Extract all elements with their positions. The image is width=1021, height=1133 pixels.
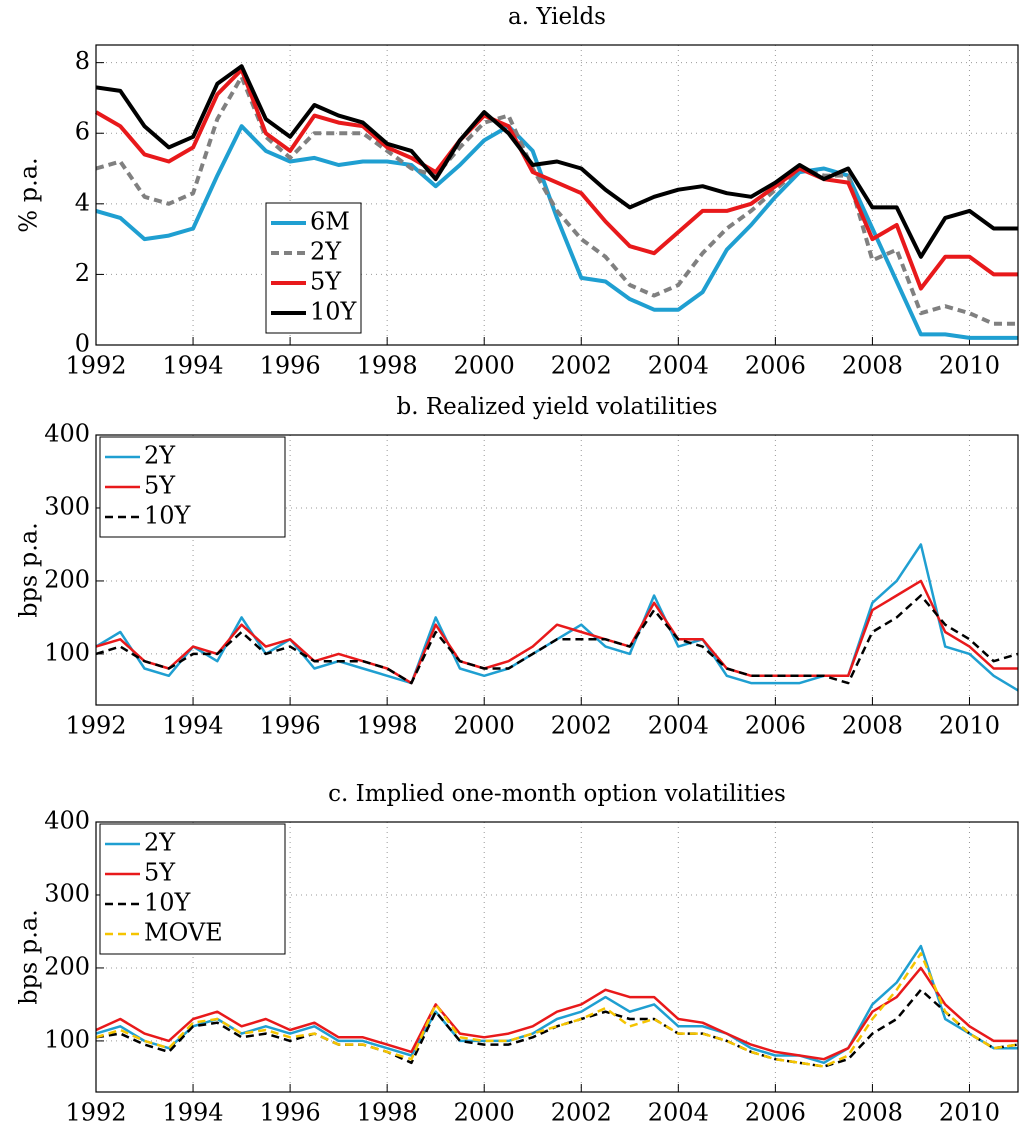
y-tick-label: 2 <box>75 259 90 287</box>
data-line <box>95 966 1018 1061</box>
x-tick-label: 2008 <box>842 712 903 740</box>
x-tick-label: 2004 <box>648 352 709 380</box>
x-tick-label: 2008 <box>842 1099 903 1127</box>
legend-label: MOVE <box>144 919 223 947</box>
x-tick-label: 1994 <box>163 352 224 380</box>
y-axis-label: bps p.a. <box>15 909 43 1005</box>
y-axis-label: bps p.a. <box>15 522 43 618</box>
legend-label: 5Y <box>310 268 342 296</box>
x-tick-label: 2010 <box>939 352 1000 380</box>
y-tick-label: 200 <box>44 565 90 593</box>
x-tick-label: 2002 <box>551 1099 612 1127</box>
x-tick-label: 2006 <box>745 712 806 740</box>
x-tick-label: 2004 <box>648 712 709 740</box>
y-tick-label: 0 <box>75 330 90 358</box>
plot-frame <box>95 434 1019 706</box>
x-tick-label: 1996 <box>260 712 321 740</box>
panel-title: c. Implied one-month option volatilities <box>328 781 786 807</box>
plot-frame <box>95 44 1019 346</box>
x-tick-label: 2010 <box>939 1099 1000 1127</box>
plot-frame <box>95 821 1019 1093</box>
panel-title: b. Realized yield volatilities <box>396 394 717 420</box>
x-tick-label: 1996 <box>260 1099 321 1127</box>
data-line <box>95 944 1018 1065</box>
y-tick-label: 4 <box>75 188 90 216</box>
y-tick-label: 6 <box>75 118 90 146</box>
x-tick-label: 1998 <box>357 1099 418 1127</box>
legend-label: 5Y <box>144 859 176 887</box>
y-tick-label: 400 <box>44 420 90 448</box>
legend-label: 2Y <box>144 829 176 857</box>
x-tick-label: 2002 <box>551 712 612 740</box>
legend-label: 10Y <box>144 502 192 530</box>
legend-label: 10Y <box>310 298 358 326</box>
data-line <box>94 67 1018 291</box>
x-tick-label: 1992 <box>65 1099 126 1127</box>
data-line <box>95 988 1019 1068</box>
x-tick-label: 1996 <box>260 352 321 380</box>
data-line <box>95 579 1018 685</box>
y-tick-label: 100 <box>44 1025 90 1053</box>
legend-label: 6M <box>310 208 350 236</box>
legend-label: 10Y <box>144 889 192 917</box>
x-tick-label: 1994 <box>163 1099 224 1127</box>
x-tick-label: 2006 <box>745 352 806 380</box>
x-tick-label: 2000 <box>454 352 515 380</box>
data-line <box>95 124 1018 340</box>
x-tick-label: 2002 <box>551 352 612 380</box>
legend-label: 2Y <box>310 238 342 266</box>
x-tick-label: 2000 <box>454 712 515 740</box>
x-tick-label: 1992 <box>65 352 126 380</box>
y-tick-label: 8 <box>75 47 90 75</box>
x-tick-label: 2004 <box>648 1099 709 1127</box>
y-tick-label: 300 <box>44 492 90 520</box>
y-tick-label: 300 <box>44 879 90 907</box>
y-tick-label: 100 <box>44 638 90 666</box>
x-tick-label: 1994 <box>163 712 224 740</box>
data-line <box>95 952 1019 1068</box>
legend-box <box>99 823 286 955</box>
data-line <box>95 543 1019 692</box>
panel-title: a. Yields <box>508 4 606 30</box>
data-line <box>95 594 1019 685</box>
legend-label: 5Y <box>144 472 176 500</box>
y-tick-label: 200 <box>44 952 90 980</box>
x-tick-label: 2010 <box>939 712 1000 740</box>
x-tick-label: 1998 <box>357 352 418 380</box>
data-line <box>95 64 1018 259</box>
x-tick-label: 1992 <box>65 712 126 740</box>
x-tick-label: 2000 <box>454 1099 515 1127</box>
y-tick-label: 400 <box>44 807 90 835</box>
x-tick-label: 2006 <box>745 1099 806 1127</box>
y-axis-label: % p.a. <box>15 157 43 232</box>
data-line <box>95 74 1018 326</box>
legend-label: 2Y <box>144 442 176 470</box>
x-tick-label: 1998 <box>357 712 418 740</box>
x-tick-label: 2008 <box>842 352 903 380</box>
